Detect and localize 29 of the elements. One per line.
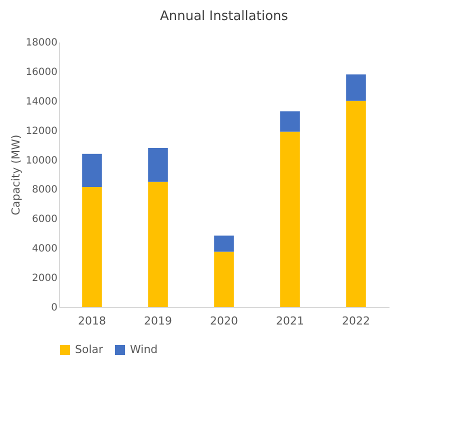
bar: [346, 100, 366, 307]
y-tick-label: 6000: [32, 214, 58, 226]
y-tick-label: 12000: [26, 126, 58, 137]
bar: [280, 132, 300, 307]
x-tick-label: 2022: [342, 314, 370, 328]
bar: [214, 236, 234, 252]
bar: [214, 252, 234, 307]
legend-label: Solar: [75, 343, 104, 356]
y-tick-label: 14000: [26, 96, 58, 108]
bar: [280, 111, 300, 132]
bar: [148, 148, 168, 182]
legend-label: Wind: [130, 343, 158, 356]
y-axis-title: Capacity (MW): [10, 134, 23, 216]
bar: [148, 182, 168, 307]
x-tick-label: 2020: [210, 314, 238, 328]
y-tick-label: 16000: [26, 66, 58, 78]
bar: [82, 187, 102, 307]
chart-title: Annual Installations: [160, 9, 288, 24]
bar: [82, 154, 102, 188]
x-tick-label: 2018: [78, 314, 106, 328]
x-tick-label: 2019: [144, 314, 172, 328]
y-tick-label: 2000: [32, 273, 58, 284]
y-tick-label: 10000: [26, 155, 58, 166]
y-tick-label: 0: [51, 302, 58, 314]
x-tick-label: 2021: [276, 314, 304, 328]
y-tick-label: 4000: [32, 244, 58, 255]
y-tick-label: 18000: [26, 38, 58, 48]
bar: [346, 74, 366, 101]
y-tick-label: 8000: [32, 184, 58, 196]
